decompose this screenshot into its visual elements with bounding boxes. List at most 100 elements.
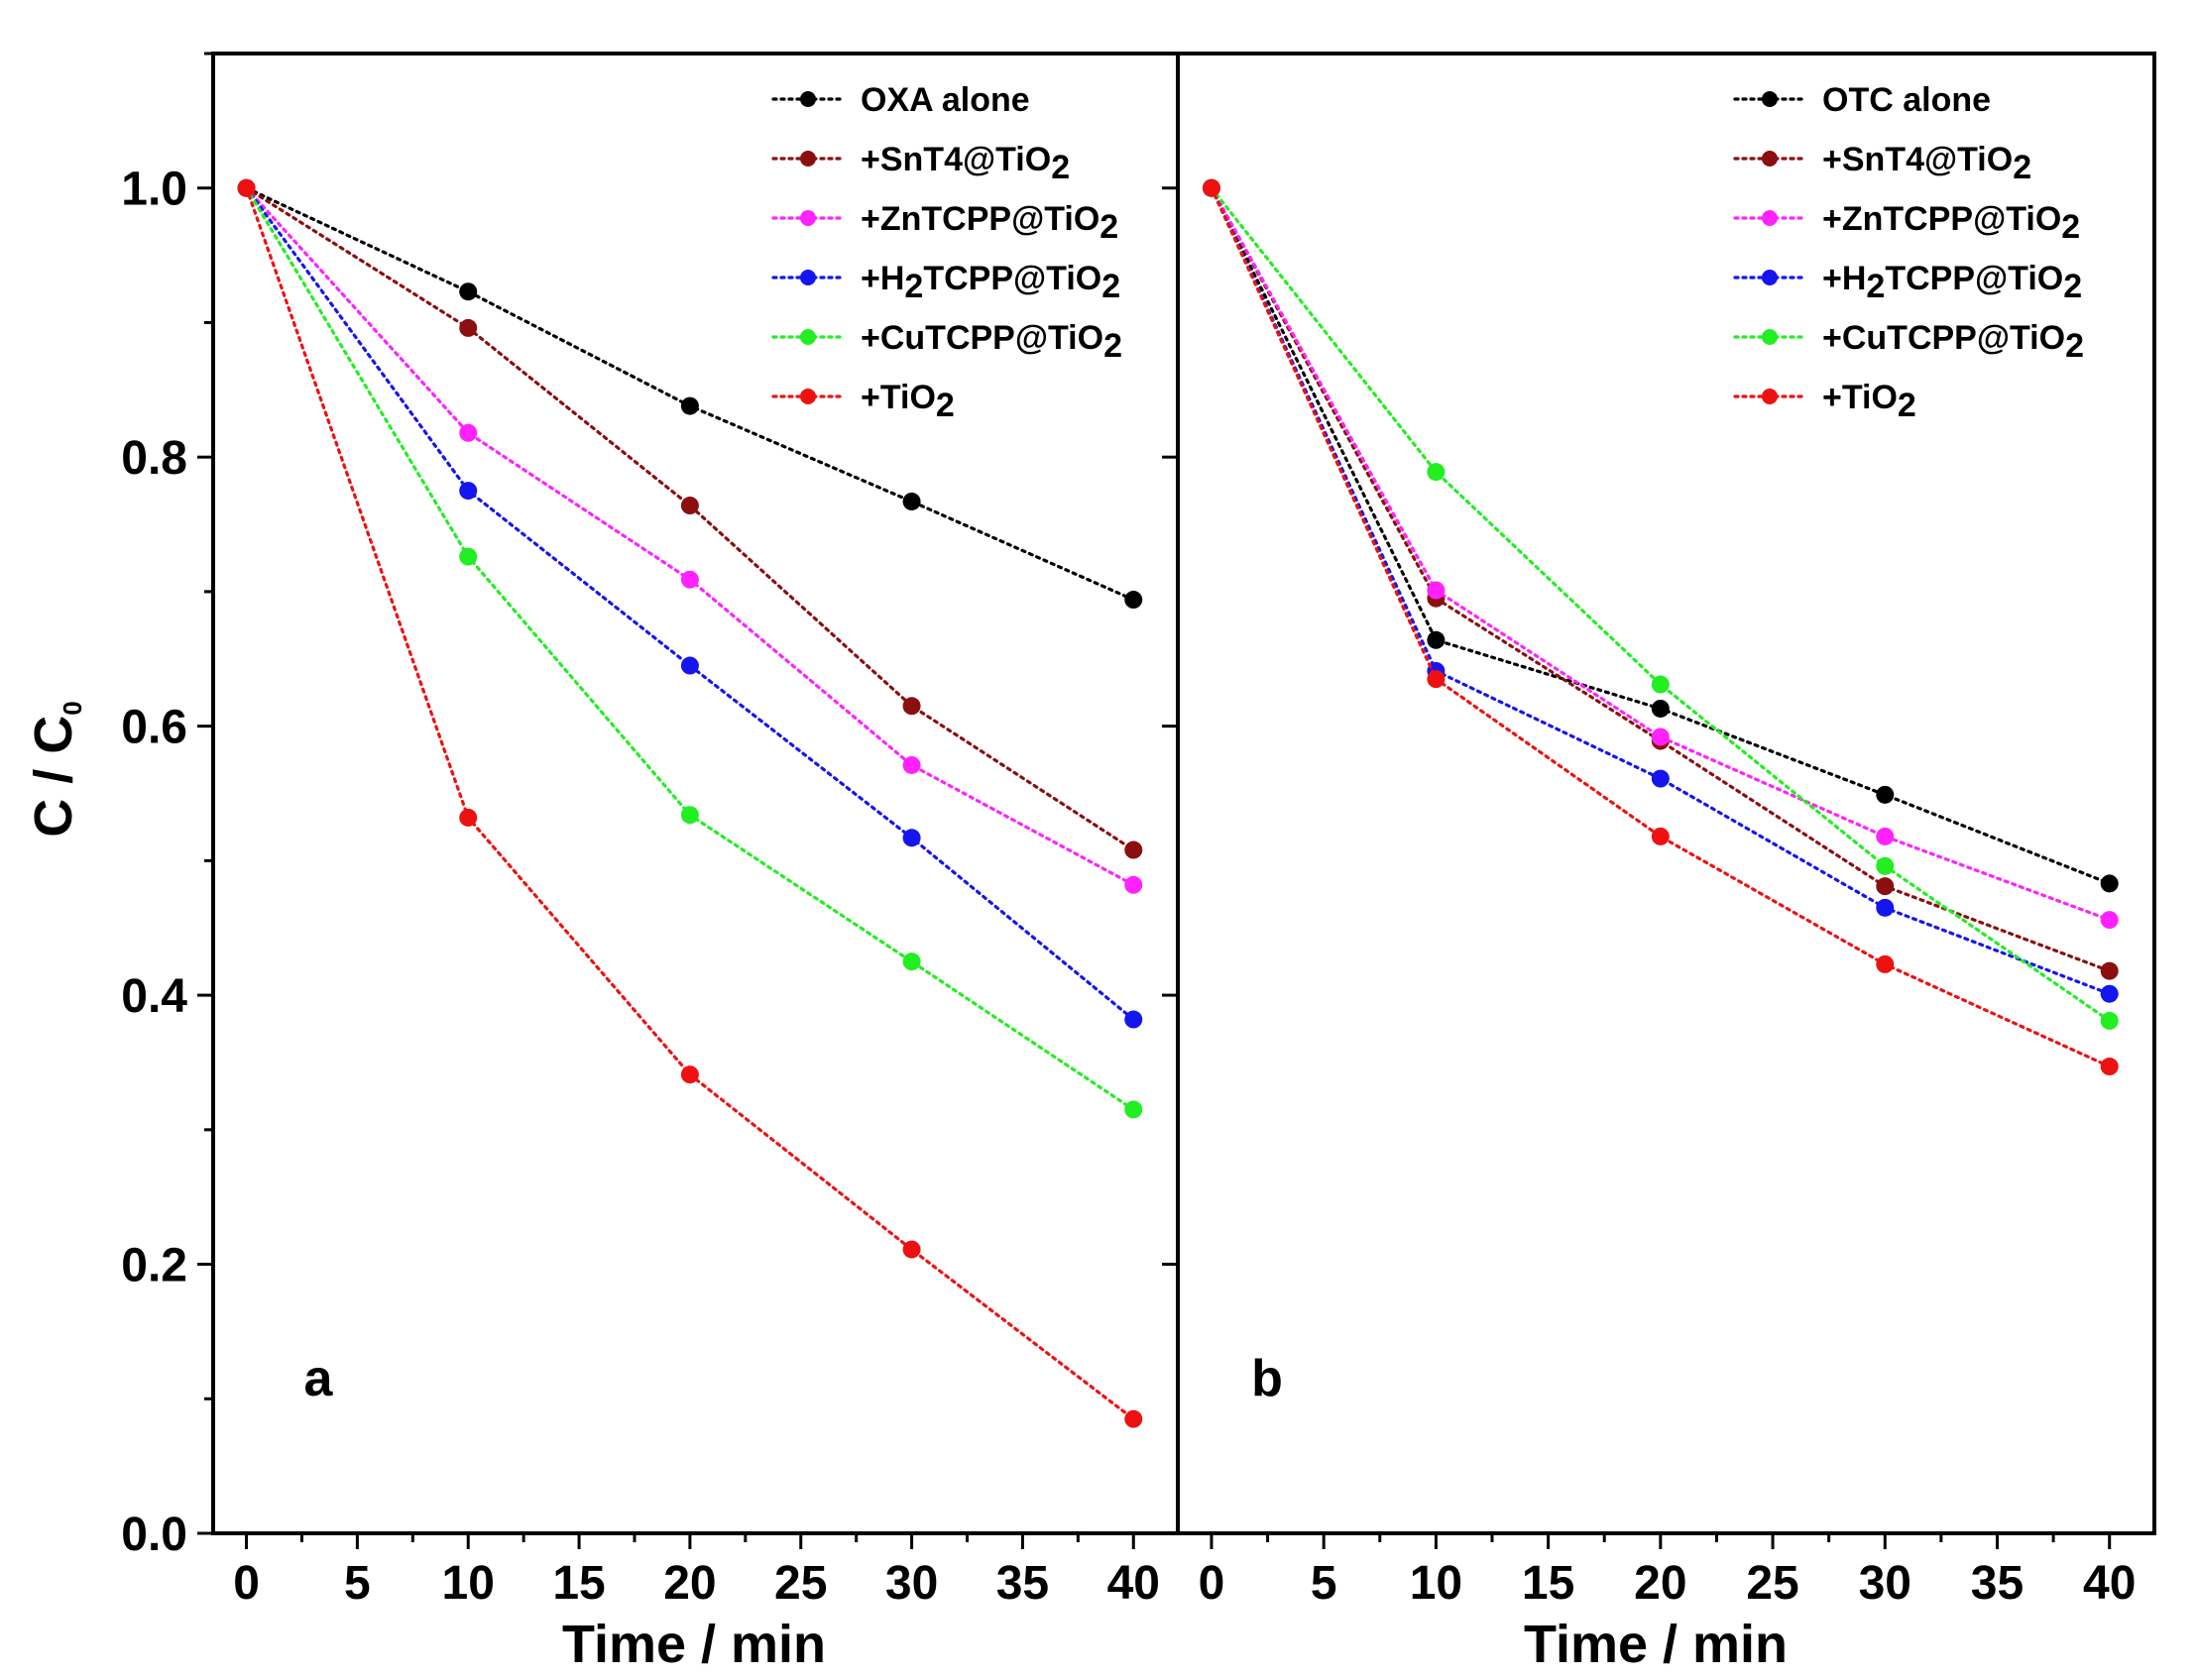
legend-entry: +ZnTCPP@TiO2 (771, 200, 1118, 246)
series-line (244, 186, 1135, 1022)
legend-label: +H2TCPP@TiO2 (1822, 260, 2082, 305)
legends: OXA alone+SnT4@TiO2+ZnTCPP@TiO2+H2TCPP@T… (771, 81, 2084, 424)
data-point (1876, 954, 1895, 973)
data-point (902, 829, 921, 847)
legend-label-main: +H (861, 260, 904, 297)
panel-label-a: a (304, 1350, 334, 1407)
x-tick-label: 10 (1410, 1557, 1462, 1610)
legend-label-main: +TiO (861, 379, 936, 416)
legend-entry: +CuTCPP@TiO2 (771, 319, 1122, 365)
series-+H2TCPP@TiO2 (1202, 178, 2119, 1003)
legend-label-main: +SnT4@TiO (1822, 141, 2013, 178)
legend-marker (1762, 91, 1778, 107)
legend-marker (800, 210, 816, 226)
series-line (1210, 186, 2112, 922)
data-point (2100, 911, 2119, 930)
legend-label-sub: 2 (2061, 208, 2080, 246)
x-tick-label: 35 (996, 1557, 1049, 1610)
legend-marker (1762, 151, 1778, 167)
series-OXA alone (237, 178, 1143, 610)
legend-label-main: OXA alone (861, 81, 1030, 119)
y-tick-label: 0.8 (121, 432, 187, 485)
y-axis-title: C / C0 (24, 701, 87, 837)
legend-entry: OXA alone (771, 81, 1030, 119)
legend-entry: +SnT4@TiO2 (1733, 141, 2031, 186)
legend-label-sub: 2 (1051, 149, 1070, 186)
data-point (680, 396, 699, 415)
legend-marker (800, 389, 816, 404)
legend-label-main: OTC alone (1822, 81, 1991, 119)
data-point (902, 492, 921, 510)
legend-entry: +H2TCPP@TiO2 (771, 260, 1120, 305)
data-point (680, 570, 699, 589)
y-tick-label: 0.2 (121, 1240, 187, 1292)
data-point (2100, 1011, 2119, 1030)
series-line (1210, 186, 2112, 1068)
legend-label: +SnT4@TiO2 (1822, 141, 2031, 186)
data-point (2100, 961, 2119, 980)
data-point (680, 656, 699, 675)
data-point (680, 1065, 699, 1084)
legend-entry: OTC alone (1733, 81, 1991, 119)
data-point (1124, 840, 1143, 859)
x-tick-label: 30 (885, 1557, 938, 1610)
x-tick-label: 0 (1199, 1557, 1225, 1610)
series-+SnT4@TiO2 (1202, 178, 2119, 980)
series-+TiO2 (237, 178, 1143, 1428)
legend-label: +ZnTCPP@TiO2 (861, 200, 1118, 246)
data-point (902, 1240, 921, 1259)
series-line (244, 186, 1135, 1421)
data-point (902, 697, 921, 716)
y-tick-label: 0.6 (121, 702, 187, 754)
series-+CuTCPP@TiO2 (1202, 178, 2119, 1030)
legend-label-tail: TCPP@TiO (1885, 260, 2063, 297)
data-point (1876, 827, 1895, 845)
legend-label: +H2TCPP@TiO2 (861, 260, 1120, 305)
data-point (237, 178, 256, 197)
data-point (1427, 463, 1446, 482)
data-point (1651, 827, 1670, 845)
legend-entry: +TiO2 (771, 379, 955, 424)
y-axis-title-main: C / C (24, 716, 83, 838)
data-point (2100, 1058, 2119, 1076)
plot-frames (197, 52, 2156, 1549)
data-point (1651, 699, 1670, 718)
legend-label-main: +CuTCPP@TiO (861, 319, 1103, 357)
legend-label-sub: 2 (1866, 268, 1885, 305)
panel-b-frame (1176, 52, 2156, 1535)
y-tick-label: 0.4 (121, 970, 187, 1023)
legend-entry: +SnT4@TiO2 (771, 141, 1070, 186)
legend-label: OTC alone (1822, 81, 1991, 119)
legend-label-tail: TCPP@TiO (923, 260, 1101, 297)
data-point (2100, 874, 2119, 893)
x-tick-label: 20 (1634, 1557, 1686, 1610)
legend-label-main: +TiO (1822, 379, 1898, 416)
legend-marker (1762, 210, 1778, 226)
legend-label-sub: 2 (2065, 327, 2084, 365)
x-tick-label: 35 (1971, 1557, 2024, 1610)
x-tick-label: 15 (1522, 1557, 1574, 1610)
data-point (1651, 675, 1670, 694)
legend-label-tail-sub: 2 (1101, 268, 1120, 305)
legend-label: +TiO2 (861, 379, 955, 424)
data-point (459, 547, 478, 566)
legend-marker (1762, 329, 1778, 345)
x-axis-title: Time / min (562, 1615, 826, 1674)
legend-label: +ZnTCPP@TiO2 (1822, 200, 2080, 246)
data-point (1427, 630, 1446, 649)
legend-label: +CuTCPP@TiO2 (1822, 319, 2084, 365)
series-+H2TCPP@TiO2 (237, 178, 1143, 1029)
series-+TiO2 (1202, 178, 2119, 1076)
legend-marker (800, 270, 816, 285)
legend-marker (1762, 389, 1778, 404)
legend-entry: +ZnTCPP@TiO2 (1733, 200, 2080, 246)
legend-label-main: +ZnTCPP@TiO (1822, 200, 2061, 238)
data-point (1124, 1409, 1143, 1428)
x-tick-label: 25 (774, 1557, 827, 1610)
x-axis-title: Time / min (1524, 1615, 1788, 1674)
legend-label-sub: 2 (1898, 387, 1916, 424)
x-tick-label: 25 (1746, 1557, 1798, 1610)
data-point (902, 755, 921, 774)
x-tick-label: 15 (552, 1557, 605, 1610)
